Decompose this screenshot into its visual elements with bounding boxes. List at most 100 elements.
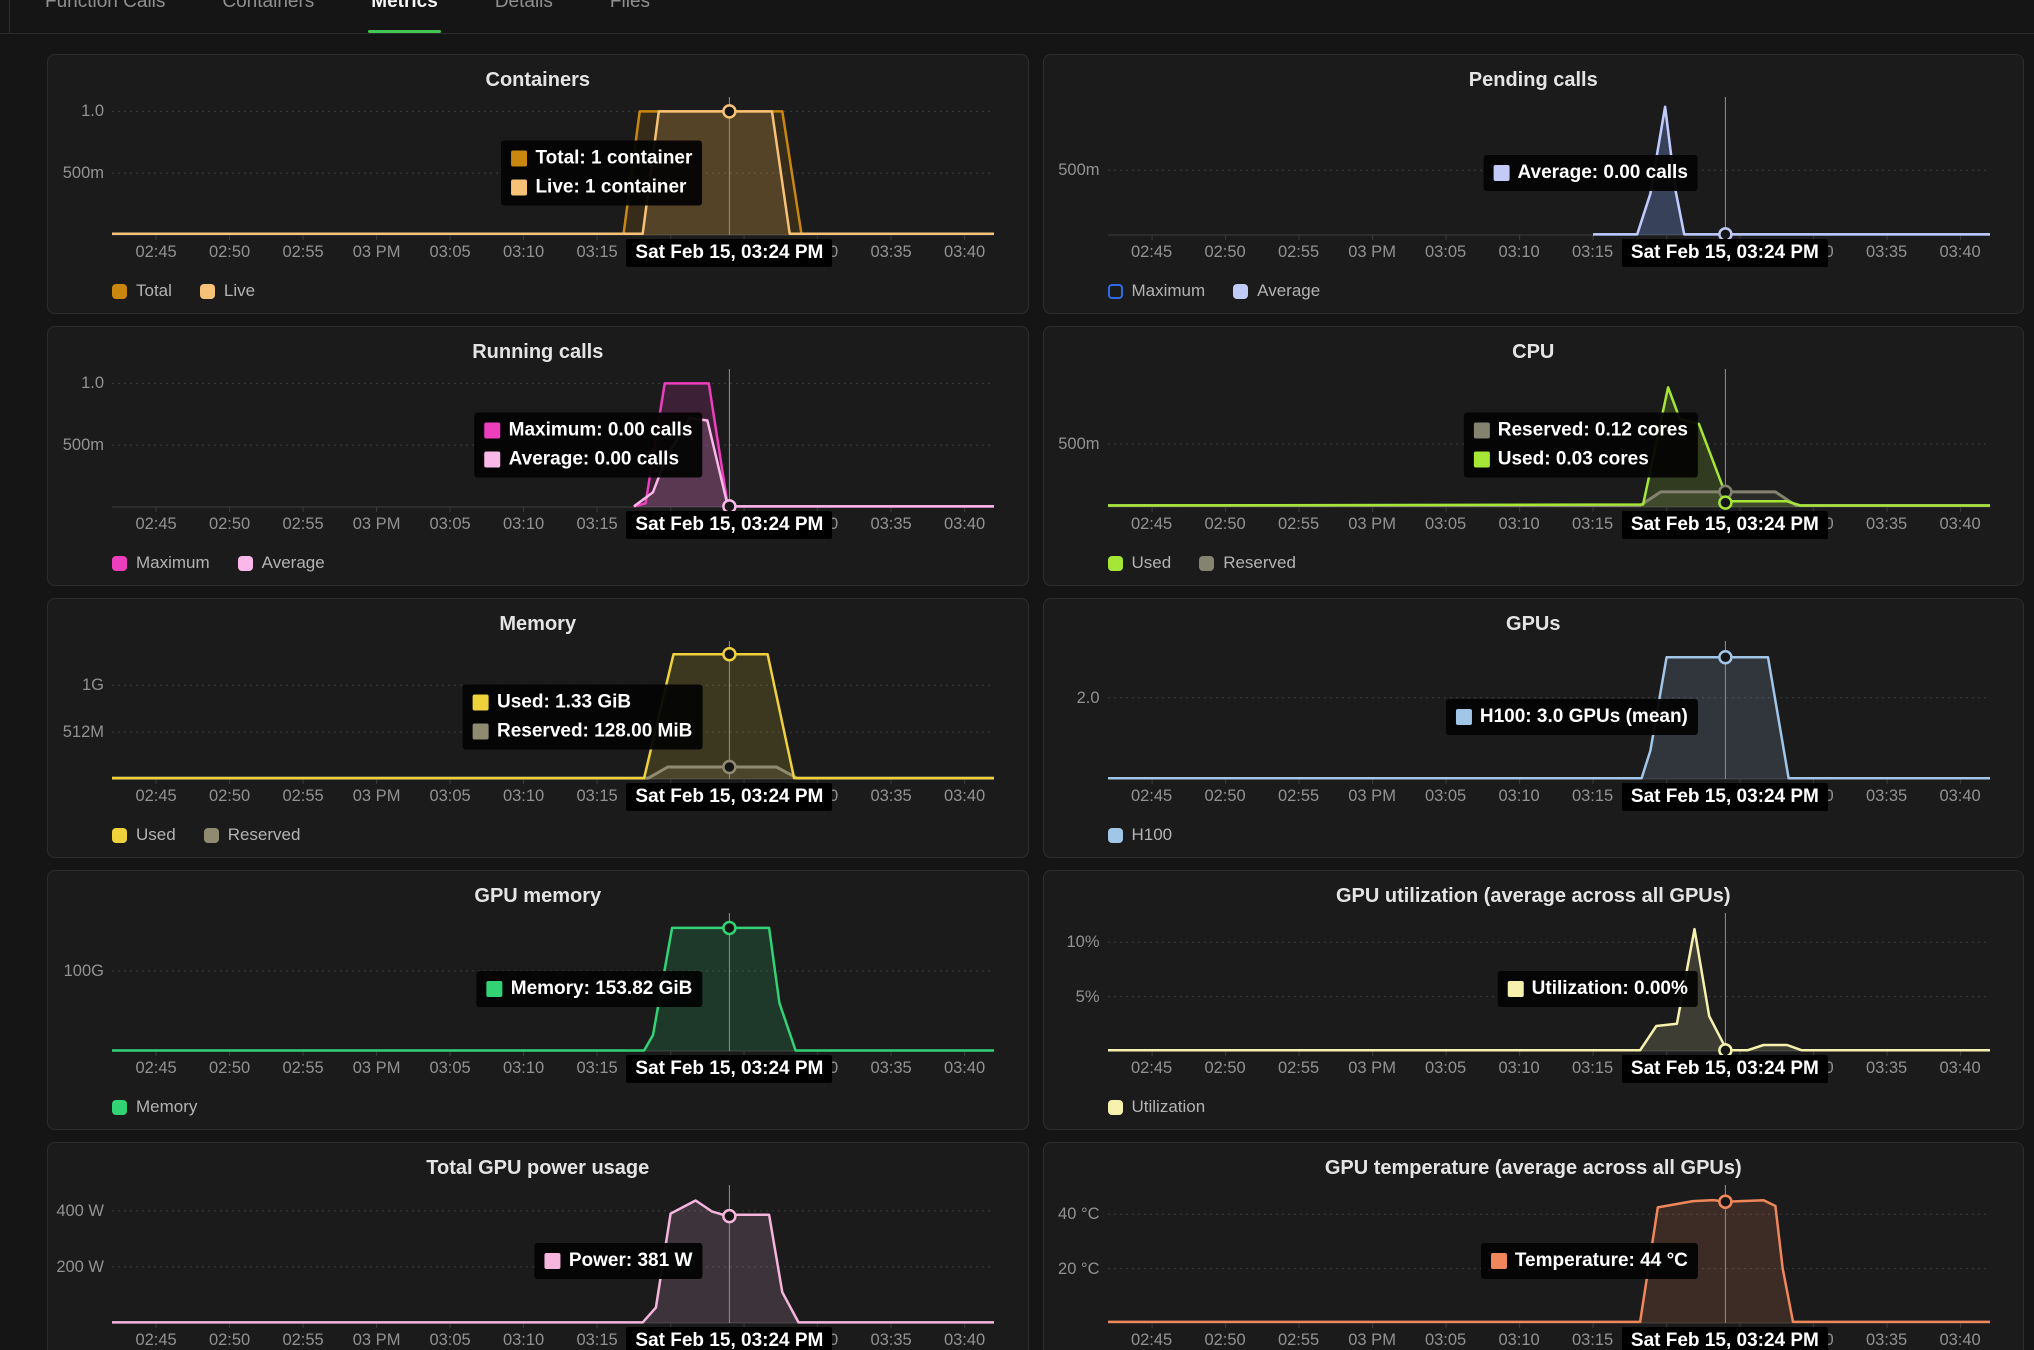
legend-item-used[interactable]: Used [112, 825, 176, 845]
series-tooltip: Maximum: 0.00 calls Average: 0.00 calls [474, 412, 703, 478]
crosshair-date-tooltip: Sat Feb 15, 03:24 PM [1621, 239, 1828, 267]
chart-card-gpu-memory: GPU memory 100G 02:45 02:50 02:55 03 PM 03:05 0… [47, 870, 1029, 1130]
x-axis-label: 03:10 [1498, 787, 1540, 805]
legend-item-memory[interactable]: Memory [112, 1097, 197, 1117]
x-axis-label: 03:35 [870, 787, 912, 805]
legend-item-h100[interactable]: H100 [1107, 825, 1172, 845]
series-fill-power [112, 1200, 994, 1323]
tab-function-calls[interactable]: Function Calls [45, 0, 165, 33]
legend-item-utilization[interactable]: Utilization [1107, 1097, 1206, 1117]
crosshair-marker [1717, 1194, 1733, 1209]
series-line-h100 [1107, 655, 1990, 780]
y-axis-label: 200 W [56, 1257, 104, 1276]
crosshair-date-tooltip: Sat Feb 15, 03:24 PM [626, 783, 833, 811]
legend-item-used[interactable]: Used [1107, 553, 1172, 573]
chart-plot[interactable] [48, 599, 1028, 858]
x-axis-label: 02:50 [208, 515, 251, 533]
x-axis-label: 02:50 [1204, 515, 1246, 533]
x-axis-label: 03:15 [576, 1331, 618, 1349]
chart-plot[interactable] [48, 1143, 1028, 1350]
chart-title: GPU memory [474, 885, 602, 907]
tooltip-text: Reserved: 128.00 MiB [497, 720, 693, 742]
crosshair-marker [722, 759, 737, 775]
tooltip-text: Reserved: 0.12 cores [1497, 419, 1688, 441]
legend-item-reserved[interactable]: Reserved [203, 825, 300, 845]
x-axis-label: 03 PM [352, 243, 401, 261]
chart-plot[interactable] [48, 871, 1028, 1130]
series-tooltip: Temperature: 44 °C [1480, 1243, 1698, 1279]
chart-title: Running calls [472, 341, 604, 363]
x-axis-label: 03:05 [1424, 787, 1467, 805]
series-line-reserved [112, 765, 994, 780]
tooltip-swatch-icon [1473, 422, 1490, 439]
x-axis-label: 03:15 [576, 1059, 618, 1077]
legend-item-maximum[interactable]: Maximum [112, 553, 210, 573]
x-axis-label: 02:50 [1204, 1059, 1246, 1077]
x-axis-label: 03:05 [429, 1059, 471, 1077]
legend-label: Utilization [1131, 1097, 1206, 1116]
legend-label: Total [136, 281, 172, 300]
x-axis-label: 03:15 [1571, 1331, 1614, 1349]
legend-item-total[interactable]: Total [112, 281, 172, 301]
tab-label: Files [609, 0, 651, 12]
legend-item-live[interactable]: Live [199, 281, 255, 301]
tab-bar-left-border [9, 0, 10, 33]
x-axis-label: 02:50 [1204, 243, 1246, 261]
y-axis-label: 100G [63, 962, 104, 980]
series-fill-average [633, 418, 994, 507]
tooltip-text: Total: 1 container [535, 147, 693, 169]
legend-label: Reserved [1223, 553, 1296, 572]
x-axis-label: 02:45 [1130, 243, 1173, 261]
x-axis-label: 03:40 [1939, 787, 1981, 805]
x-axis-label: 03:35 [1865, 1331, 1908, 1349]
x-axis-label: 03:35 [1865, 515, 1908, 533]
x-axis-label: 03:05 [429, 787, 471, 805]
tooltip-text: Memory: 153.82 GiB [510, 978, 693, 999]
x-axis-label: 03:10 [1498, 1331, 1540, 1349]
x-axis-label: 02:45 [1130, 787, 1173, 805]
legend-label: Used [1131, 553, 1172, 572]
chart-legend: Used Reserved [112, 825, 300, 845]
x-axis-label: 02:55 [1277, 1331, 1320, 1349]
x-axis-label: 03:05 [1424, 515, 1467, 533]
legend-item-maximum[interactable]: Maximum [1107, 281, 1205, 301]
tab-containers[interactable]: Containers [222, 0, 314, 33]
y-axis-label: 512M [62, 723, 104, 742]
tab-files[interactable]: Files [609, 0, 651, 33]
tooltip-text: Temperature: 44 °C [1514, 1250, 1688, 1271]
legend-swatch-icon [1107, 1099, 1123, 1115]
series-line-utilization [1107, 927, 1990, 1052]
legend-item-reserved[interactable]: Reserved [1199, 553, 1296, 573]
chart-card-containers: Containers 1.0 500m 02:45 02:50 02:55 03 PM 03:… [47, 54, 1029, 314]
tooltip-swatch-icon [1473, 451, 1490, 468]
tooltip-swatch-icon [473, 694, 489, 711]
series-fill-reserved [1107, 491, 1990, 507]
chart-title: GPU utilization (average across all GPUs… [1335, 885, 1731, 907]
x-axis-label: 03:10 [502, 515, 545, 533]
chart-title: Pending calls [1468, 69, 1598, 91]
crosshair-marker [722, 1208, 737, 1224]
series-tooltip: Memory: 153.82 GiB [476, 971, 703, 1007]
chart-plot[interactable] [48, 55, 1028, 314]
x-axis-label: 02:55 [1277, 1059, 1320, 1077]
x-axis-label: 03:10 [1498, 515, 1540, 533]
x-axis-label: 02:55 [1277, 515, 1320, 533]
x-axis-label: 02:45 [1130, 515, 1173, 533]
tooltip-swatch-icon [544, 1253, 561, 1269]
x-axis-label: 02:50 [208, 1331, 251, 1349]
series-line-used [112, 653, 994, 780]
legend-item-average[interactable]: Average [237, 553, 325, 573]
y-axis-label: 500m [62, 436, 104, 455]
tab-metrics[interactable]: Metrics [368, 0, 441, 33]
crosshair-marker [1717, 495, 1733, 510]
legend-item-average[interactable]: Average [1233, 281, 1320, 301]
x-axis-label: 02:50 [1204, 1331, 1246, 1349]
x-axis-label: 03:40 [1939, 243, 1981, 261]
legend-swatch-icon [112, 283, 127, 299]
tab-details[interactable]: Details [495, 0, 553, 33]
chart-plot[interactable] [1044, 871, 2024, 1130]
x-axis-label: 02:55 [282, 515, 324, 533]
chart-legend: Maximum Average [1107, 281, 1320, 301]
tooltip-text: H100: 3.0 GPUs (mean) [1479, 706, 1688, 727]
chart-plot[interactable] [1044, 599, 2024, 858]
